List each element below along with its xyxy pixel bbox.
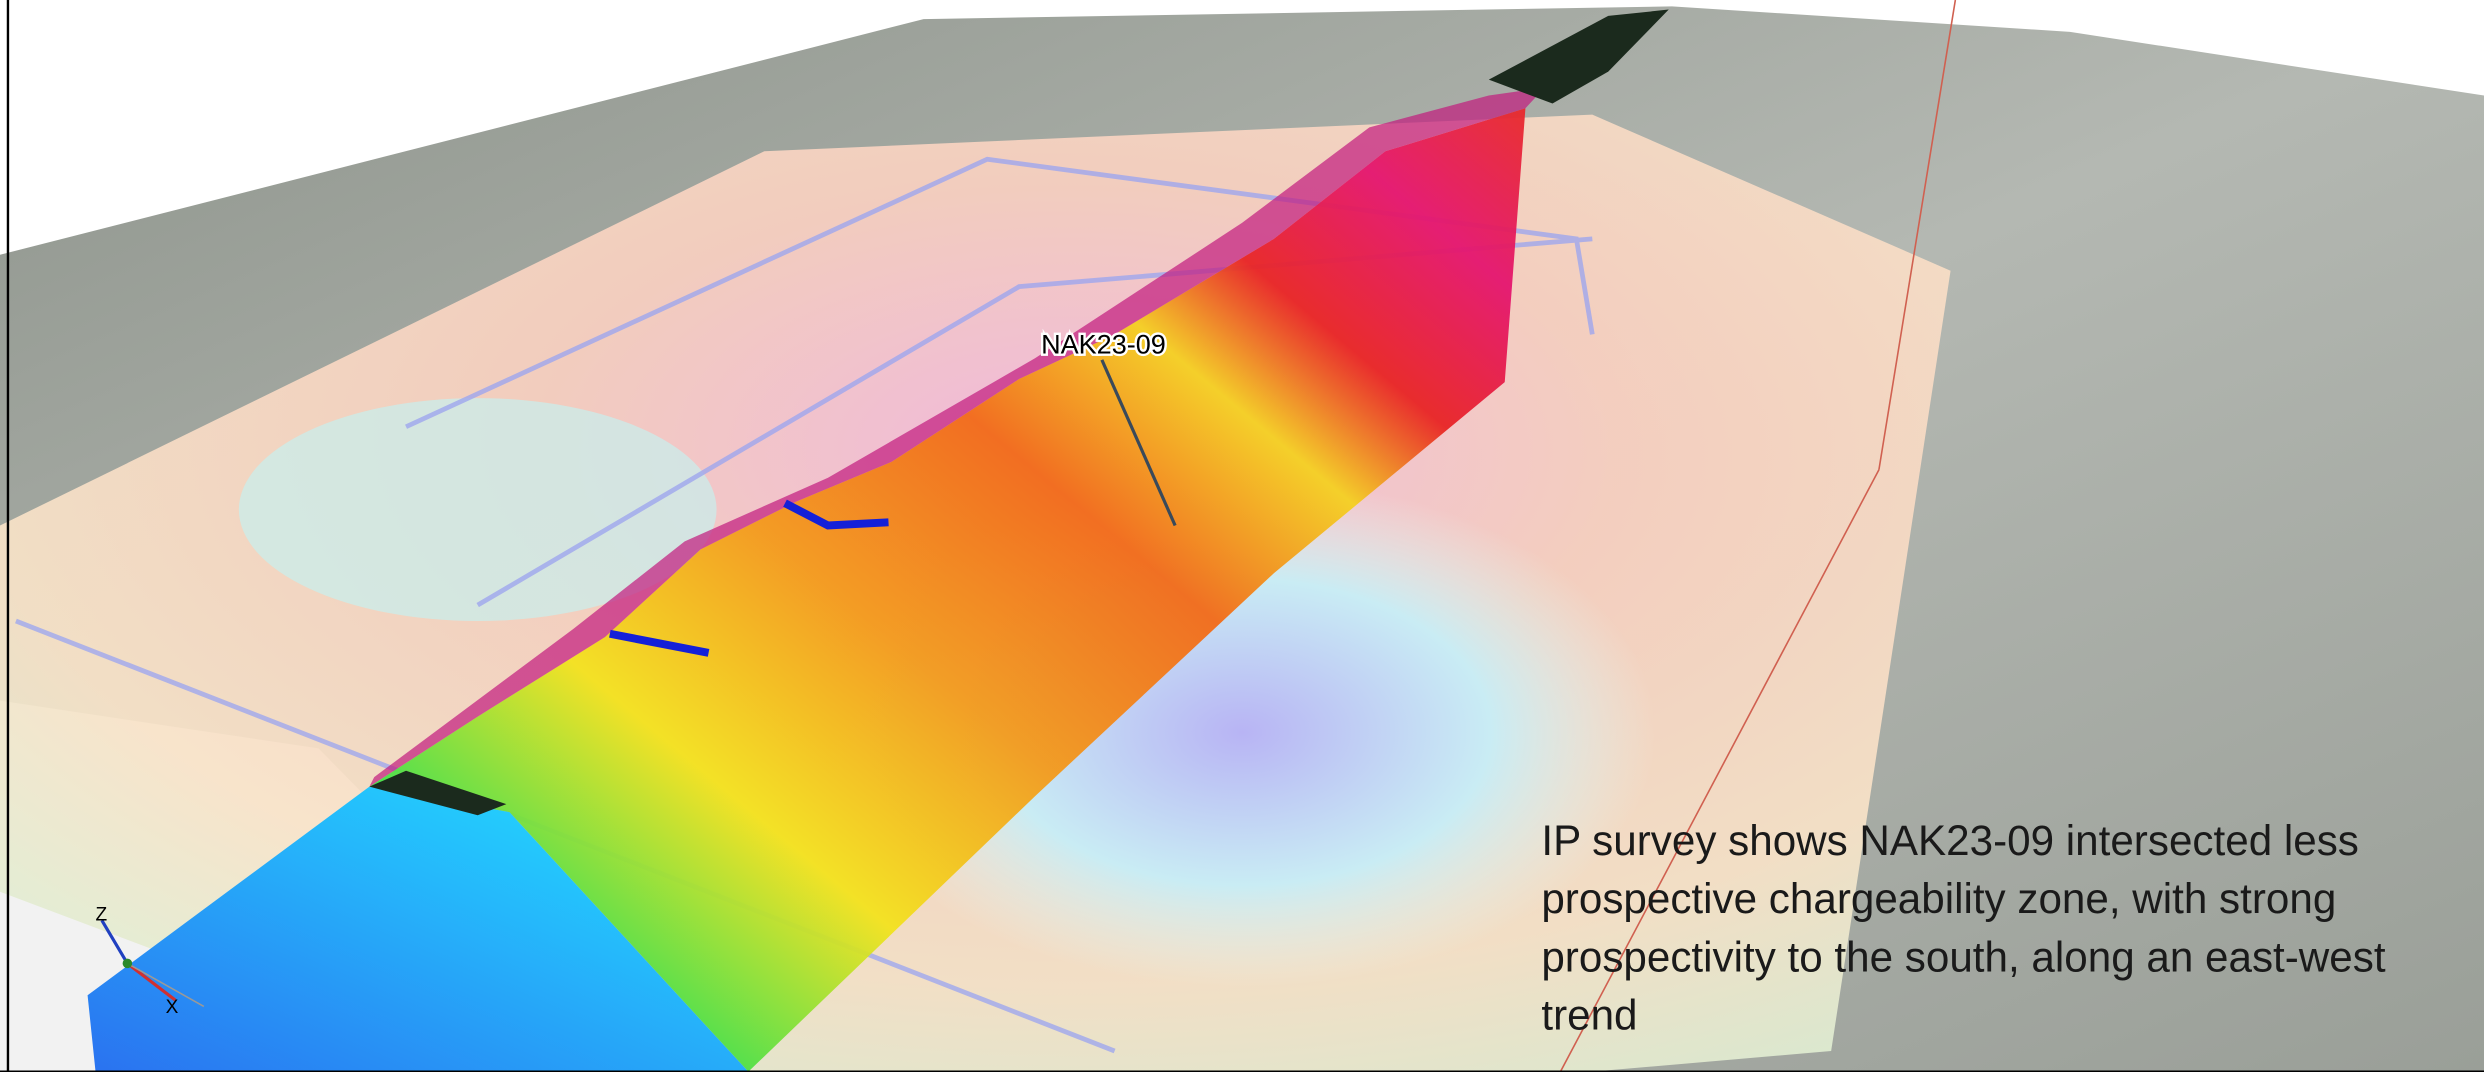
axis-label: Z xyxy=(96,904,108,925)
low-zone xyxy=(238,398,717,622)
axis-line xyxy=(1559,469,1880,1072)
axis-label: X xyxy=(166,997,179,1018)
caption: IP survey shows NAK23-09 intersected les… xyxy=(1541,817,2385,1038)
axis-gizmo: Z X xyxy=(96,904,205,1018)
caption-line: prospectivity to the south, along an eas… xyxy=(1541,933,2385,980)
drillhole xyxy=(1100,359,1177,527)
axis-x xyxy=(126,962,177,1002)
section-lower xyxy=(87,786,749,1072)
caption-line: IP survey shows NAK23-09 intersected les… xyxy=(1541,817,2359,864)
axis-origin xyxy=(122,958,133,969)
section-wall xyxy=(369,108,1526,1072)
drillhole-label: NAK23-09 xyxy=(1041,330,1166,360)
axis-line xyxy=(1878,0,1957,470)
topo-strip xyxy=(1488,9,1669,104)
topo-strip xyxy=(369,770,507,816)
caption-line: prospective chargeability zone, with str… xyxy=(1541,875,2336,922)
axis-y xyxy=(126,962,205,1008)
caption-line: trend xyxy=(1541,991,1637,1038)
axis-z xyxy=(100,919,129,965)
drillhole-trace xyxy=(609,499,889,657)
